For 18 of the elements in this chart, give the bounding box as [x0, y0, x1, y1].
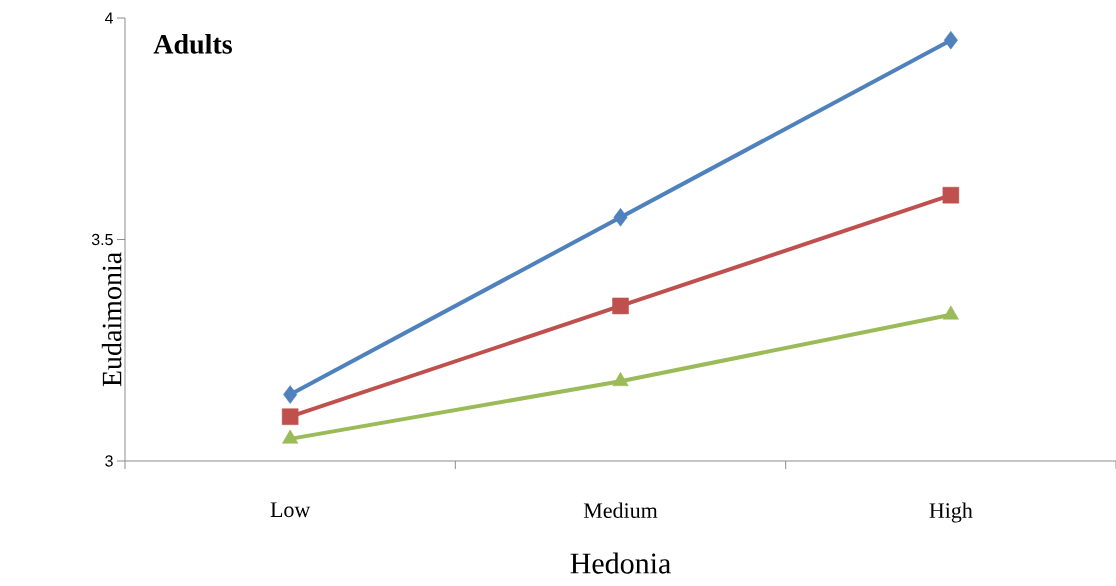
point [942, 186, 960, 204]
x-axis-title: Hedonia [570, 552, 671, 574]
y-axis-title: Eudaimonia [101, 252, 122, 387]
y-tick-label: 3.5 [91, 233, 113, 246]
point [283, 385, 298, 404]
point [942, 305, 959, 320]
point [281, 408, 299, 425]
x-tick-label: Low [270, 502, 311, 518]
chart-title: Adults [153, 34, 232, 54]
x-tick-label: High [929, 502, 973, 523]
x-tick-label: Medium [583, 502, 658, 518]
y-tick-label: 4 [104, 12, 114, 24]
point [612, 372, 629, 387]
point [282, 429, 299, 444]
point [612, 297, 629, 315]
point [613, 208, 628, 227]
y-tick-label: 3 [105, 455, 113, 467]
point [943, 30, 958, 50]
